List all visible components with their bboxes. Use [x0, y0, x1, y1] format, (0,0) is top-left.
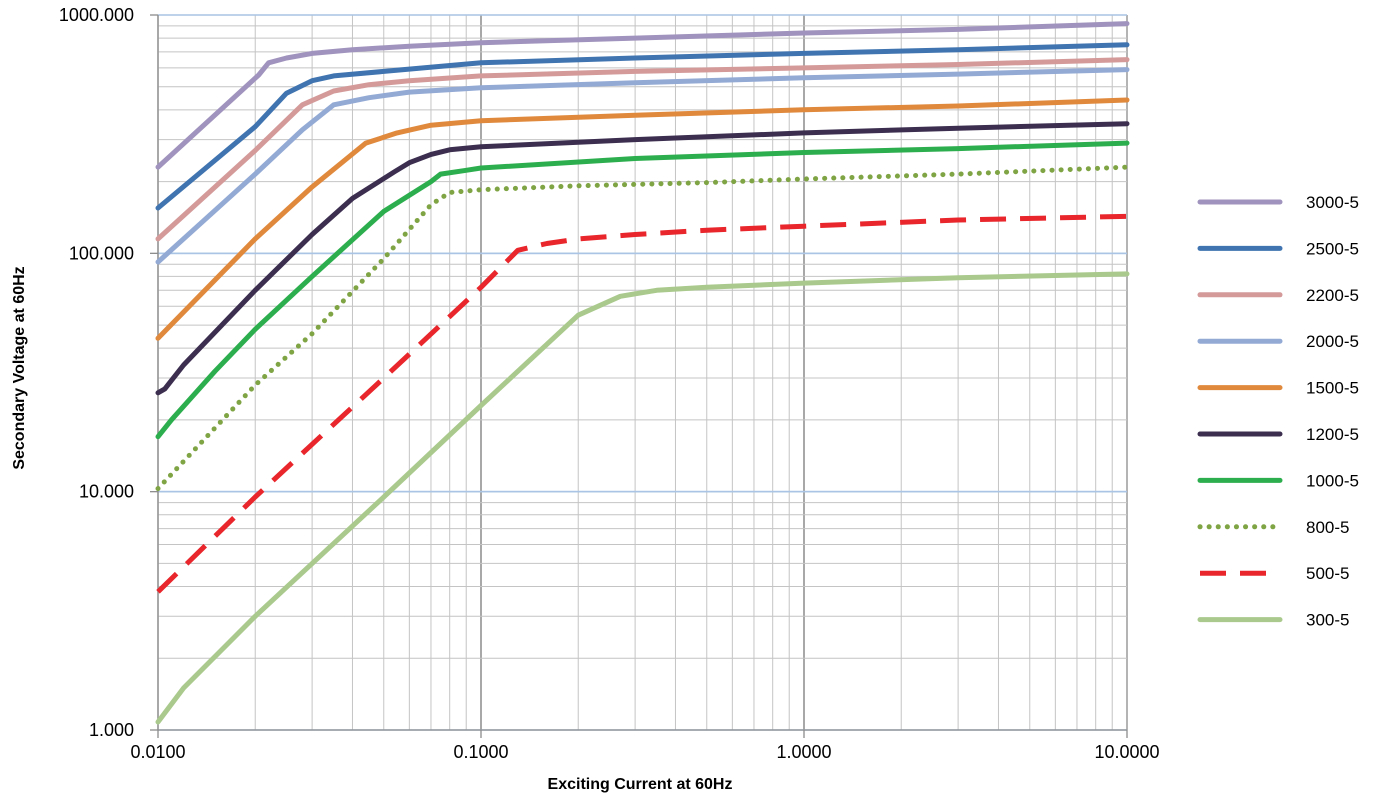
- legend-label: 2200-5: [1306, 286, 1359, 305]
- series-line-800-5: [155, 164, 1130, 492]
- y-tick-label: 100.000: [69, 243, 134, 263]
- legend-label: 800-5: [1306, 518, 1349, 537]
- series-line-1000-5: [155, 140, 1130, 440]
- series-line-3000-5: [155, 21, 1130, 170]
- x-tick-label: 1.0000: [776, 742, 831, 762]
- series-line-2000-5: [155, 67, 1130, 265]
- series-line-2200-5: [155, 57, 1130, 242]
- legend-label: 2000-5: [1306, 332, 1359, 351]
- y-tick-label: 1.000: [89, 720, 134, 740]
- legend-label: 1200-5: [1306, 425, 1359, 444]
- series-line-300-5: [155, 271, 1130, 725]
- legend-label: 300-5: [1306, 611, 1349, 630]
- x-axis-title: Exciting Current at 60Hz: [548, 776, 733, 793]
- legend-label: 500-5: [1306, 564, 1349, 583]
- y-axis-ticks: 1.000 10.000 100.000 1000.000: [59, 5, 134, 740]
- grid-lines: [157, 14, 1128, 731]
- legend: 3000-5 2500-5 2200-5 2000-5 1500-5 1200-5 1000…: [1197, 193, 1359, 630]
- y-tick-label: 10.000: [79, 482, 134, 502]
- legend-label: 1500-5: [1306, 379, 1359, 398]
- x-tick-label: 0.0100: [130, 742, 185, 762]
- legend-label: 2500-5: [1306, 239, 1359, 258]
- series-line-1200-5: [155, 121, 1130, 396]
- legend-label: 1000-5: [1306, 471, 1359, 490]
- x-tick-label: 0.1000: [453, 742, 508, 762]
- y-tick-label: 1000.000: [59, 5, 134, 25]
- x-tick-label: 10.0000: [1094, 742, 1159, 762]
- x-axis-ticks: 0.0100 0.1000 1.0000 10.0000: [130, 742, 1159, 762]
- plot-frame: [150, 14, 1128, 738]
- series-line-2500-5: [155, 42, 1130, 211]
- series-line-500-5: [156, 213, 1128, 594]
- series-line-1500-5: [155, 97, 1130, 341]
- legend-label: 3000-5: [1306, 193, 1359, 212]
- series-layer: [155, 21, 1130, 725]
- y-axis-title: Secondary Voltage at 60Hz: [11, 266, 28, 469]
